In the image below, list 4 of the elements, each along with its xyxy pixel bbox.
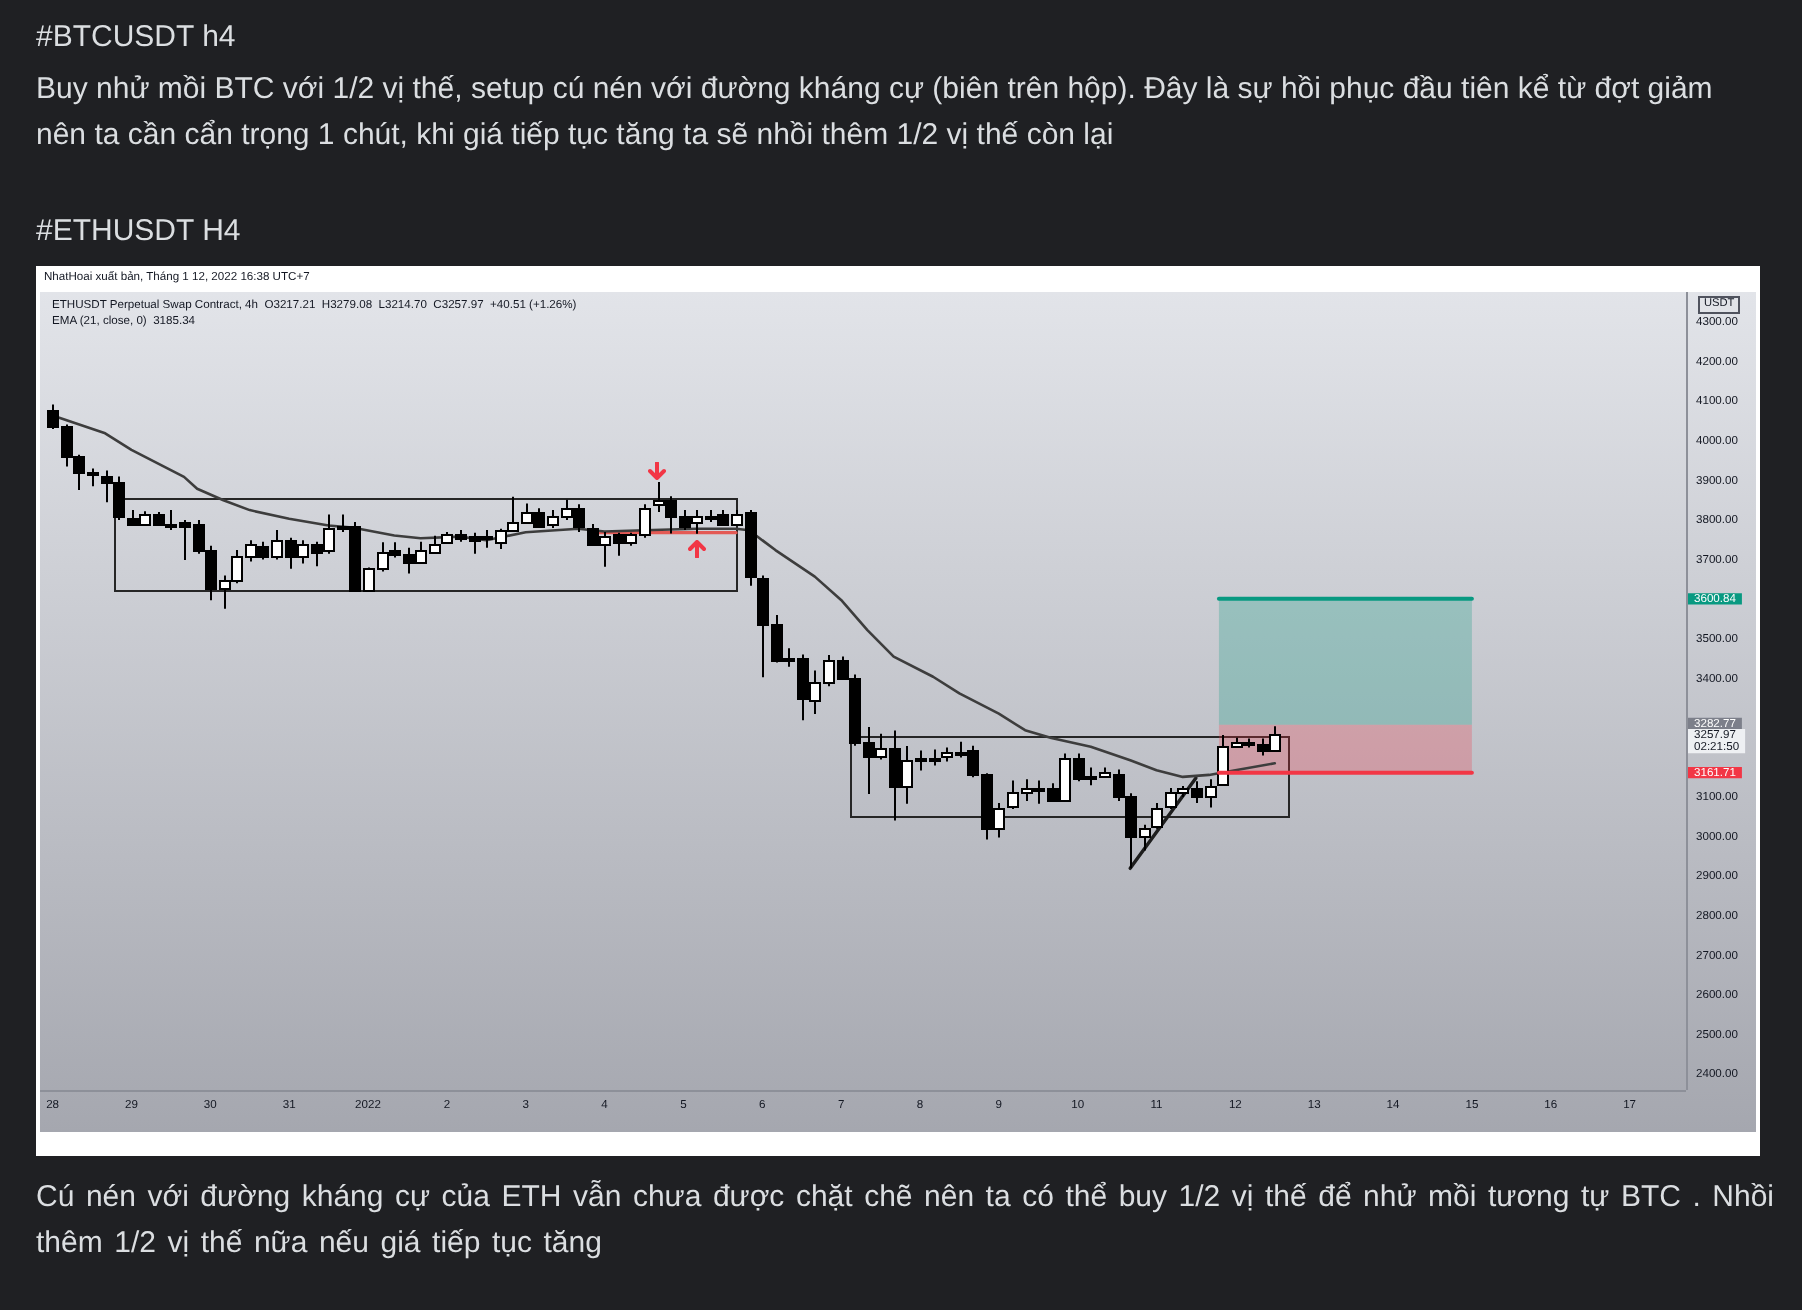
text: Buy nhử mồi BTC với 1/2 vị thế, setup cú nén với đường kháng cự (biên trên hộp). Đây là sự hồi phục đầu tiên kể từ đợt giảm nên ta cần cẩn trọng 1 chút, khi giá tiếp tục tăng ta sẽ nhồi thêm 1/2 vị thế còn lại xyxy=(36,70,1715,156)
text: #BTCUSDT h4 xyxy=(36,18,238,58)
chart-title: #ETHUSDT H4 xyxy=(36,212,241,252)
text: Cú nén với đường kháng cự của ETH vẫn chưa được chặt chẽ nên ta có thể buy 1/2 vị thế để nhử mồi tương tự BTC . Nhồi thêm 1/2 vị thế nữa nếu giá tiếp tục tăng xyxy=(36,1178,1777,1264)
